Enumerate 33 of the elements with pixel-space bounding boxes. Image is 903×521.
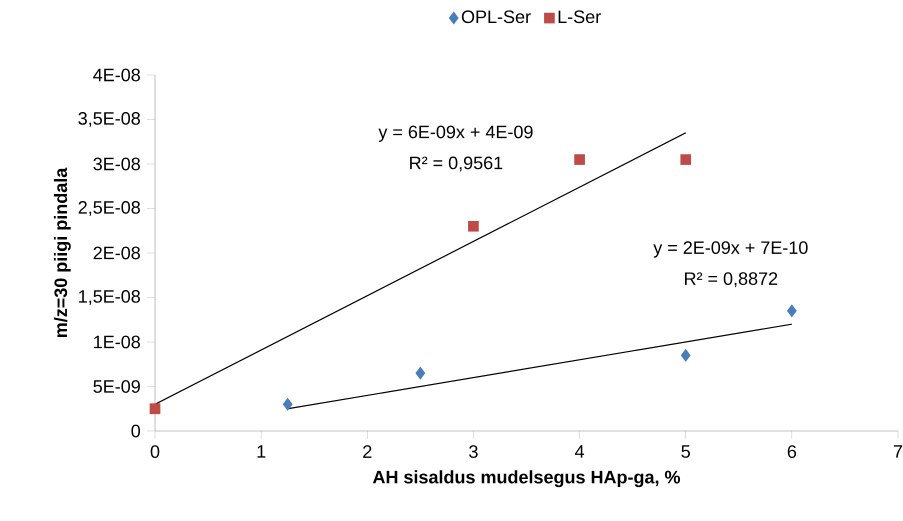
x-tick-label: 6 — [788, 445, 796, 458]
y-tick-label: 4E-08 — [93, 68, 140, 82]
x-tick-label: 5 — [681, 445, 690, 458]
point — [150, 403, 160, 414]
x-tick-label: 7 — [894, 445, 902, 458]
y-tick-label: 3E-08 — [93, 158, 140, 170]
x-axis-title: AH sisaldus mudelsegus HAp-ga, % — [372, 470, 680, 488]
point — [468, 220, 479, 232]
point — [786, 304, 797, 318]
annotation: R² = 0,8872 — [685, 272, 778, 288]
point — [680, 154, 692, 165]
y-axis-title: m/z=30 piigi pindala — [54, 168, 71, 338]
annotation: R² = 0,9561 — [410, 156, 502, 172]
y-tick-label: 0 — [131, 424, 140, 438]
y-tick-label: 3,5E-08 — [78, 112, 140, 127]
x-tick-label: 4 — [574, 445, 584, 458]
y-tick-label: 2,5E-08 — [78, 201, 140, 216]
x-tick-label: 3 — [469, 445, 478, 458]
annotation: y = 2E-09x + 7E-10 — [653, 241, 808, 258]
x-tick-label: 0 — [150, 445, 160, 458]
x-tick-label: 1 — [258, 445, 266, 458]
legend-label: L-Ser — [558, 10, 601, 24]
point — [282, 398, 293, 411]
point — [574, 154, 585, 165]
point — [680, 348, 691, 362]
legend-label: OPL-Ser — [462, 10, 531, 24]
y-tick-label: 1,5E-08 — [79, 290, 140, 305]
y-tick-label: 1E-08 — [94, 336, 140, 348]
annotation: y = 6E-09x + 4E-09 — [378, 126, 533, 142]
point — [415, 366, 426, 380]
x-tick-label: 2 — [363, 445, 372, 458]
y-tick-label: 5E-09 — [93, 380, 140, 393]
y-tick-label: 2E-08 — [94, 246, 140, 260]
